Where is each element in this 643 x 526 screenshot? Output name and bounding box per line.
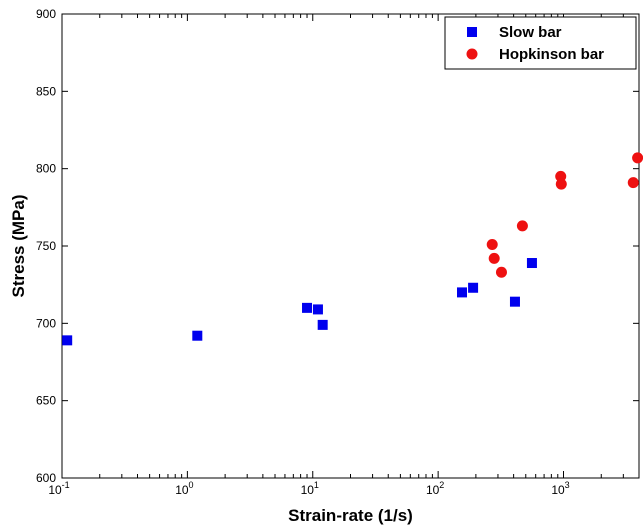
y-tick-label: 600 [36,471,56,485]
data-point-square [192,330,203,341]
data-point-square [456,287,467,298]
x-tick-exponent: -1 [62,480,70,490]
data-point-square [526,258,537,269]
x-tick-exponent: 0 [189,480,194,490]
x-tick-base: 10 [301,483,315,497]
x-tick-label: 100 [175,480,193,497]
data-points [62,152,643,346]
legend-marker-square [467,27,477,37]
legend-box [444,16,637,70]
data-point-square [468,282,479,293]
data-point-square [302,302,313,313]
y-tick-label: 750 [36,239,56,253]
data-point-circle [632,152,643,164]
y-tick-label: 850 [36,84,56,98]
x-tick-base: 10 [551,483,565,497]
legend-label: Hopkinson bar [499,46,604,63]
data-point-square [312,304,323,315]
data-point-circle [516,220,528,232]
legend-marker-circle [466,48,478,60]
x-tick-label: 102 [426,480,444,497]
data-point-circle [555,178,567,190]
y-tick-label: 700 [36,316,56,330]
y-axis-title: Stress (MPa) [9,195,28,298]
y-tick-label: 900 [36,7,56,21]
plot-frame [61,13,640,479]
x-tick-exponent: 2 [439,480,444,490]
x-tick-exponent: 1 [314,480,319,490]
data-point-circle [488,252,500,264]
y-tick-label: 650 [36,394,56,408]
x-tick-label: 103 [551,480,569,497]
x-tick-base: 10 [175,483,189,497]
x-tick-exponent: 3 [565,480,570,490]
x-tick-label: 101 [301,480,319,497]
legend-label: Slow bar [499,24,562,41]
data-point-circle [627,177,639,189]
x-tick-base: 10 [48,483,62,497]
legend: Slow bar Hopkinson bar [444,16,637,70]
data-point-square [317,319,328,330]
x-tick-label: 10-1 [48,480,69,497]
x-axis-title: Strain-rate (1/s) [288,506,413,525]
data-point-circle [495,266,507,278]
data-point-square [509,296,520,307]
data-point-circle [486,238,498,250]
y-tick-label: 800 [36,162,56,176]
x-tick-base: 10 [426,483,440,497]
data-point-square [62,335,73,346]
